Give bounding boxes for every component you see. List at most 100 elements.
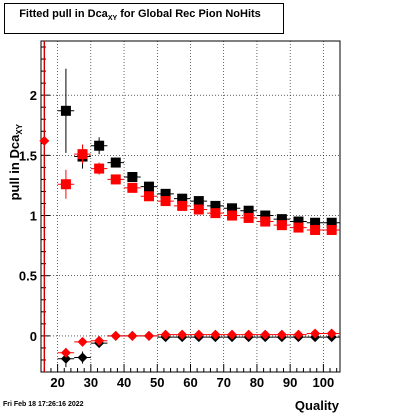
square-marker — [60, 105, 71, 116]
square-marker — [127, 182, 138, 193]
data-point — [323, 224, 340, 235]
diamond-marker — [60, 347, 71, 358]
square-marker — [127, 172, 138, 183]
square-marker — [94, 140, 105, 151]
diamond-marker — [276, 329, 287, 340]
data-point — [124, 330, 141, 341]
data-point — [207, 200, 224, 211]
data-point — [190, 204, 208, 215]
diamond-marker — [77, 336, 88, 347]
diamond-marker — [39, 135, 50, 146]
square-marker — [210, 200, 221, 211]
diamond-marker — [293, 329, 304, 340]
square-marker — [227, 203, 238, 214]
x-tick-label: 40 — [117, 375, 131, 390]
chart-title-main: Fitted pull in Dca — [19, 8, 108, 20]
y-axis-label-main: pull in Dca — [7, 134, 22, 201]
chart-title: Fitted pull in DcaXY for Global Rec Pion… — [0, 0, 280, 31]
square-marker — [77, 149, 88, 160]
square-marker — [310, 217, 321, 228]
data-point — [256, 329, 274, 340]
diamond-marker — [60, 353, 71, 364]
square-marker — [193, 204, 204, 215]
x-tick-label: 70 — [216, 375, 230, 390]
y-tick-label: 1.5 — [19, 148, 37, 163]
square-marker — [193, 196, 204, 207]
data-point — [74, 336, 91, 347]
x-axis-label: Quality — [295, 398, 340, 413]
data-point — [157, 188, 174, 199]
data-point — [74, 351, 91, 364]
y-tick-label: 1 — [30, 209, 37, 224]
square-marker — [160, 196, 171, 207]
diamond-marker — [94, 335, 105, 346]
x-tick-label: 90 — [283, 375, 297, 390]
data-point — [223, 203, 241, 214]
data-point — [157, 196, 174, 207]
data-point — [124, 172, 141, 183]
data-point — [90, 335, 108, 346]
data-point — [57, 169, 75, 199]
diamond-marker — [143, 330, 154, 341]
square-marker — [160, 188, 171, 199]
x-tick-label: 100 — [313, 375, 335, 390]
data-point — [57, 68, 75, 153]
data-point — [240, 329, 257, 340]
square-marker — [293, 216, 304, 227]
square-marker — [227, 210, 238, 221]
data-point — [90, 137, 108, 155]
square-marker — [260, 216, 271, 227]
data-point — [306, 328, 324, 339]
square-marker — [94, 163, 105, 174]
data-point — [190, 329, 208, 340]
data-layer — [39, 41, 340, 372]
data-point — [90, 162, 108, 175]
square-marker — [110, 174, 121, 185]
diamond-marker — [326, 328, 337, 339]
square-marker — [260, 210, 271, 221]
square-marker — [276, 214, 287, 225]
data-point — [140, 330, 158, 341]
diamond-marker — [193, 329, 204, 340]
data-point — [207, 208, 224, 219]
diamond-marker — [310, 328, 321, 339]
square-marker — [326, 224, 337, 235]
data-point — [306, 224, 324, 235]
data-point — [223, 210, 241, 221]
square-marker — [177, 193, 188, 204]
data-point — [290, 329, 307, 340]
data-point — [157, 329, 174, 340]
data-point — [107, 174, 125, 185]
square-marker — [60, 179, 71, 190]
diamond-marker — [177, 329, 188, 340]
x-tick-label: 20 — [50, 375, 64, 390]
data-point — [124, 182, 141, 193]
x-tick-label: 60 — [183, 375, 197, 390]
data-point — [173, 193, 191, 204]
data-point — [207, 329, 224, 340]
timestamp: Fri Feb 18 17:26:16 2022 — [3, 401, 84, 408]
chart-title-sub: XY — [107, 15, 118, 23]
data-point — [240, 212, 257, 223]
square-marker — [243, 205, 254, 216]
data-point — [256, 216, 274, 227]
data-point — [223, 329, 241, 340]
data-point — [173, 329, 191, 340]
diamond-marker — [160, 329, 171, 340]
data-point — [57, 347, 75, 358]
data-point — [140, 191, 158, 202]
diamond-marker — [127, 330, 138, 341]
square-marker — [177, 200, 188, 211]
diamond-marker — [77, 352, 88, 363]
y-tick-label: 2 — [30, 88, 37, 103]
square-marker — [326, 217, 337, 228]
square-marker — [143, 181, 154, 192]
diamond-marker — [110, 330, 121, 341]
square-marker — [110, 157, 121, 168]
x-tick-label: 50 — [150, 375, 164, 390]
square-marker — [276, 220, 287, 231]
data-point — [323, 217, 340, 228]
diamond-marker — [210, 329, 221, 340]
x-tick-label: 80 — [250, 375, 264, 390]
